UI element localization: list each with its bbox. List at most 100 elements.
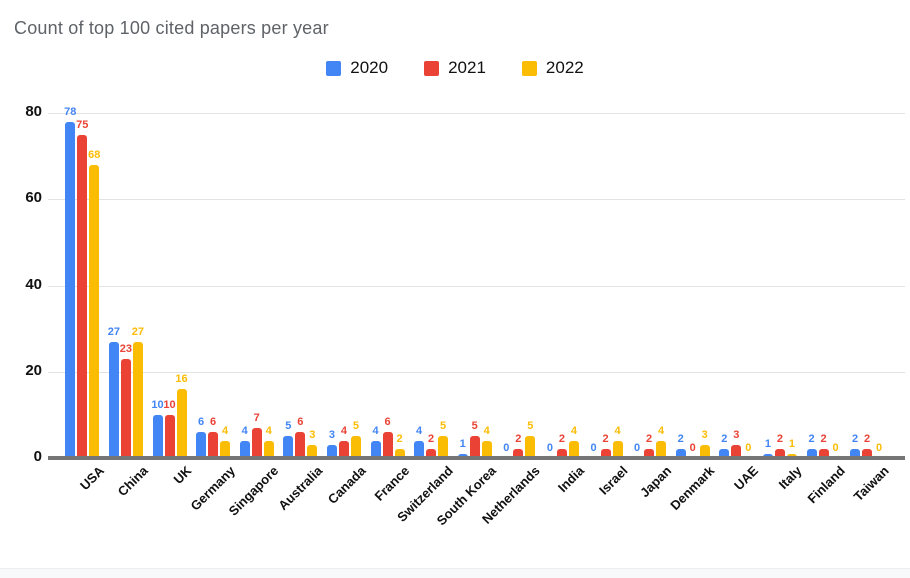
x-axis-baseline (48, 456, 905, 460)
bar-2020-germany (196, 432, 207, 458)
x-axis-label: India (554, 463, 587, 496)
x-axis-label: Israel (595, 463, 631, 498)
bar-2020-south-korea (457, 453, 468, 458)
gridline (48, 285, 905, 287)
bar-value-label: 5 (527, 420, 534, 433)
bar-2022-india (568, 440, 579, 458)
bar-value-label: 4 (222, 424, 229, 437)
bar-value-label: 16 (175, 373, 188, 385)
bar-value-label: 5 (352, 420, 359, 433)
bar-value-label: 10 (163, 398, 176, 411)
bar-value-label: 68 (88, 148, 101, 161)
bar-value-label: 6 (210, 416, 217, 429)
bar-2021-france (382, 432, 393, 458)
bar-2020-italy (762, 453, 773, 458)
x-axis-label: China (114, 463, 151, 500)
y-axis-tick-label: 20 (25, 361, 42, 379)
x-axis-label: UAE (730, 463, 761, 494)
bar-2020-denmark (675, 449, 686, 458)
bar-2020-taiwan (850, 449, 861, 458)
legend-label-2022: 2022 (545, 58, 584, 77)
bar-value-label: 10 (151, 398, 164, 411)
bar-2022-germany (220, 440, 231, 458)
y-axis-tick-label: 40 (25, 275, 42, 293)
x-axis-label: Canada (324, 463, 369, 507)
bar-value-label: 0 (876, 442, 883, 454)
legend-label-2020: 2020 (350, 58, 389, 77)
x-axis-label: Italy (775, 463, 805, 493)
bar-2022-israel (612, 440, 623, 458)
bar-2021-south-korea (469, 436, 480, 458)
bar-value-label: 2 (808, 433, 815, 446)
bar-value-label: 4 (614, 424, 621, 437)
bar-2020-france (370, 440, 381, 458)
bar-value-label: 78 (64, 105, 77, 118)
bar-value-label: 0 (689, 442, 696, 454)
bar-2021-australia (295, 432, 306, 458)
bar-2020-china (108, 341, 119, 458)
bar-2021-uk (164, 414, 175, 458)
legend-swatch-2020-icon (326, 60, 342, 76)
legend: 2020 2021 2022 (0, 58, 910, 78)
legend-swatch-2022-icon (521, 60, 537, 76)
bar-value-label: 23 (119, 342, 133, 355)
bar-2021-netherlands (513, 449, 524, 458)
bar-value-label: 0 (745, 442, 752, 454)
bar-2022-australia (307, 445, 318, 458)
bar-2021-switzerland (426, 449, 437, 458)
x-axis-label: France (371, 463, 413, 504)
bar-value-label: 2 (646, 433, 653, 446)
bar-2021-finland (818, 449, 829, 458)
bar-value-label: 4 (340, 424, 347, 437)
bar-value-label: 7 (253, 411, 260, 424)
bar-2022-france (394, 449, 405, 458)
bar-2022-usa (89, 164, 100, 458)
bar-2020-usa (65, 121, 76, 458)
bar-value-label: 4 (658, 424, 665, 437)
bar-value-label: 2 (677, 433, 684, 446)
bar-value-label: 1 (764, 437, 771, 450)
bar-value-label: 5 (285, 420, 292, 433)
bar-value-label: 2 (721, 433, 728, 446)
bar-value-label: 4 (241, 424, 248, 437)
bar-value-label: 6 (297, 416, 304, 429)
y-axis-tick-label: 80 (25, 103, 42, 120)
bar-value-label: 5 (440, 420, 447, 433)
bar-2022-china (132, 341, 143, 458)
bar-2021-japan (644, 449, 655, 458)
gridline (48, 371, 905, 373)
x-axis-label: Taiwan (850, 463, 892, 505)
bar-2021-india (556, 449, 567, 458)
legend-swatch-2021-icon (424, 60, 440, 76)
bar-2022-italy (786, 453, 797, 458)
bar-value-label: 0 (546, 442, 553, 454)
bar-2022-netherlands (525, 436, 536, 458)
bar-value-label: 6 (384, 416, 391, 429)
legend-item-2021: 2021 (424, 58, 486, 78)
bar-value-label: 4 (483, 424, 490, 437)
bar-value-label: 3 (309, 429, 316, 442)
bar-2020-singapore (239, 440, 250, 458)
x-axis-label: Australia (274, 463, 325, 513)
bar-value-label: 3 (701, 429, 708, 442)
bar-2022-uk (176, 389, 187, 458)
bar-value-label: 2 (428, 433, 435, 446)
gridline (48, 113, 905, 114)
bar-value-label: 3 (733, 429, 740, 442)
bar-value-label: 2 (852, 433, 859, 446)
bar-value-label: 4 (265, 424, 272, 437)
bar-value-label: 2 (515, 433, 522, 446)
bar-2020-australia (283, 436, 294, 458)
x-axis-label: Denmark (667, 463, 718, 513)
y-axis-tick-label: 0 (33, 448, 42, 465)
footer-strip (0, 568, 910, 578)
chart-title: Count of top 100 cited papers per year (14, 18, 329, 38)
bar-value-label: 75 (76, 118, 89, 131)
bar-value-label: 2 (820, 433, 827, 446)
bar-2022-japan (656, 440, 667, 458)
bar-2021-singapore (251, 427, 262, 458)
bar-value-label: 1 (788, 437, 795, 450)
bar-value-label: 0 (503, 442, 510, 454)
